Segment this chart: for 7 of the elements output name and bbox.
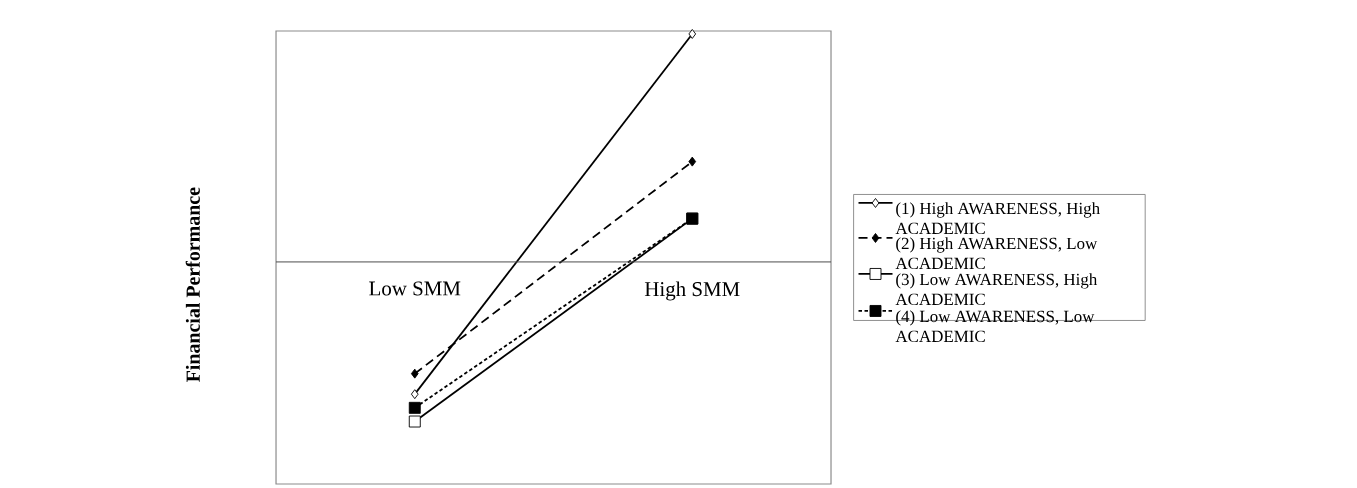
x-tick-label: Low SMM xyxy=(369,281,461,296)
y-axis-title: Financial Performance xyxy=(185,187,200,382)
legend-label: (2) High AWARENESS, Low ACADEMIC xyxy=(895,237,1098,270)
legend-label: (1) High AWARENESS, High ACADEMIC xyxy=(895,202,1100,235)
legend-label: (3) Low AWARENESS, High ACADEMIC xyxy=(895,273,1098,306)
x-tick-label: High SMM xyxy=(644,281,740,301)
legend-label: (4) Low AWARENESS, Low ACADEMIC xyxy=(895,310,1095,343)
